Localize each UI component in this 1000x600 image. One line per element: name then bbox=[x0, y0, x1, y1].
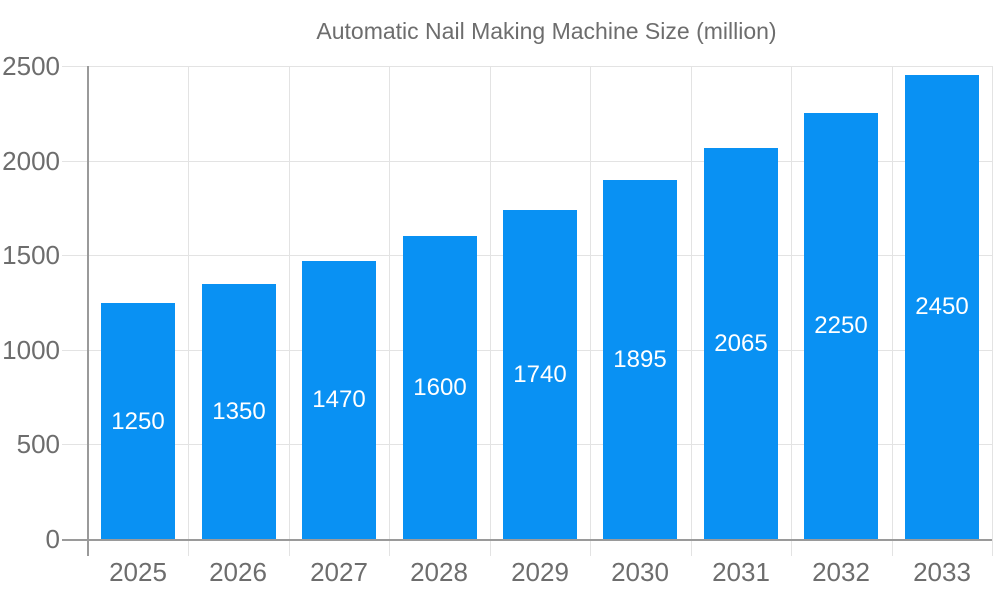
v-gridline bbox=[389, 66, 390, 539]
bar-value-label: 2250 bbox=[814, 312, 868, 339]
y-axis-tick-label: 2000 bbox=[2, 146, 60, 176]
x-axis-line bbox=[62, 539, 992, 541]
y-axis-tick bbox=[62, 161, 88, 162]
v-gridline bbox=[490, 66, 491, 539]
v-gridline bbox=[892, 66, 893, 539]
x-axis-tick-label: 2026 bbox=[209, 557, 267, 587]
x-axis-tick-label: 2030 bbox=[611, 557, 669, 587]
v-gridline bbox=[791, 66, 792, 539]
v-gridline bbox=[691, 66, 692, 539]
legend-swatch bbox=[223, 20, 303, 43]
bar-2027: 1470 bbox=[302, 261, 376, 539]
bar-value-label: 1895 bbox=[613, 345, 667, 373]
bar-2029: 1740 bbox=[503, 210, 577, 539]
bar-value-label: 2065 bbox=[714, 329, 768, 357]
h-gridline bbox=[88, 66, 992, 67]
bar-value-label: 1600 bbox=[413, 373, 467, 401]
bar-value-label: 1250 bbox=[111, 407, 165, 435]
bar-2032: 2250 bbox=[804, 113, 878, 539]
y-axis-line bbox=[87, 66, 89, 556]
x-axis-tick bbox=[992, 539, 993, 556]
x-axis-tick-label: 2028 bbox=[410, 557, 468, 587]
v-gridline bbox=[188, 66, 189, 539]
x-axis-tick bbox=[188, 539, 189, 556]
bar-value-label: 1350 bbox=[212, 397, 266, 425]
bar-2026: 1350 bbox=[202, 284, 276, 539]
bar-2025: 1250 bbox=[101, 303, 175, 540]
x-axis-tick bbox=[791, 539, 792, 556]
v-gridline bbox=[289, 66, 290, 539]
x-axis-tick-label: 2031 bbox=[712, 557, 770, 587]
y-axis-tick bbox=[62, 66, 88, 67]
bar-value-label: 1470 bbox=[312, 386, 366, 413]
bar-value-label: 2450 bbox=[915, 293, 969, 320]
bar-2030: 1895 bbox=[603, 180, 677, 539]
x-axis-tick bbox=[691, 539, 692, 556]
x-axis-tick-label: 2032 bbox=[812, 557, 870, 587]
y-axis-tick-label: 2500 bbox=[2, 51, 60, 81]
y-axis-tick-label: 1500 bbox=[2, 240, 60, 270]
x-axis-tick-label: 2027 bbox=[310, 557, 368, 587]
x-axis-tick-label: 2025 bbox=[109, 557, 167, 587]
x-axis-tick bbox=[389, 539, 390, 556]
bar-value-label: 1740 bbox=[513, 360, 567, 388]
y-axis-tick-label: 0 bbox=[45, 524, 60, 554]
y-axis-tick bbox=[62, 255, 88, 256]
chart-legend[interactable]: Automatic Nail Making Machine Size (mill… bbox=[0, 16, 1000, 46]
x-axis-tick bbox=[892, 539, 893, 556]
bar-2031: 2065 bbox=[704, 148, 778, 539]
y-axis-tick-label: 500 bbox=[16, 429, 60, 459]
y-axis-tick bbox=[62, 350, 88, 351]
y-axis-tick bbox=[62, 444, 88, 445]
y-axis-tick-label: 1000 bbox=[2, 335, 60, 365]
h-gridline bbox=[88, 161, 992, 162]
legend-label: Automatic Nail Making Machine Size (mill… bbox=[316, 17, 777, 44]
x-axis-tick bbox=[289, 539, 290, 556]
v-gridline bbox=[992, 66, 993, 539]
x-axis-tick bbox=[590, 539, 591, 556]
bar-2028: 1600 bbox=[403, 236, 477, 539]
bar-2033: 2450 bbox=[905, 75, 979, 539]
x-axis-tick-label: 2029 bbox=[511, 557, 569, 587]
x-axis-tick-label: 2033 bbox=[913, 557, 971, 587]
x-axis-tick bbox=[490, 539, 491, 556]
v-gridline bbox=[590, 66, 591, 539]
